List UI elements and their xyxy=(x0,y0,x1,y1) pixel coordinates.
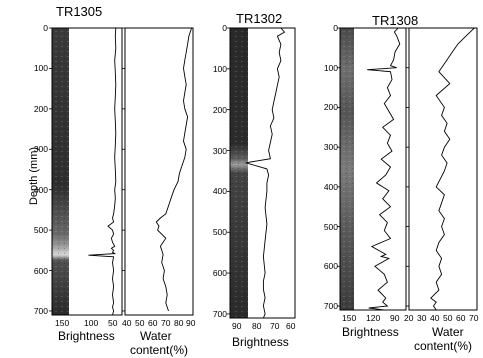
tick-tr1308-b-2: 90 xyxy=(390,313,400,323)
tick-tr1305-w-3: 70 xyxy=(161,318,171,328)
depth-tick-label: 400 xyxy=(323,181,338,192)
depth-tick-label: 0 xyxy=(222,23,227,33)
tick-tr1308-w-3: 50 xyxy=(443,313,453,323)
tick-tr1308-b-0: 150 xyxy=(342,313,357,323)
core-title-tr1308: TR1308 xyxy=(372,13,419,28)
tick-tr1302-b-1: 80 xyxy=(252,321,262,331)
xlabel-tr1305-water-2: content(%) xyxy=(130,343,189,357)
depth-tick-label: 600 xyxy=(323,261,338,272)
core-title-tr1302: TR1302 xyxy=(236,11,283,26)
frame-tr1308-brightness xyxy=(339,27,407,311)
tick-tr1305-b-2: 50 xyxy=(108,318,118,328)
data-lines xyxy=(88,27,475,319)
frame-tr1305-brightness xyxy=(51,27,123,316)
xlabel-tr1302-brightness: Brightness xyxy=(232,335,289,349)
depth-tick-label: 200 xyxy=(323,102,338,113)
depth-tick-label: 500 xyxy=(212,227,227,238)
depth-tick-label: 600 xyxy=(33,265,48,276)
xlabel-tr1308-brightness: Brightness xyxy=(342,325,399,339)
depth-tick-label: 400 xyxy=(33,184,48,195)
depth-tick-label: 100 xyxy=(212,63,227,74)
depth-tick-label: 300 xyxy=(323,142,338,153)
tick-tr1308-w-0: 20 xyxy=(404,313,414,323)
series-line-2 xyxy=(245,27,286,319)
depth-tick-label: 400 xyxy=(212,186,227,197)
tick-tr1308-w-4: 60 xyxy=(456,313,466,323)
tick-tr1302-b-3: 60 xyxy=(286,321,296,331)
frame-tr1305-water xyxy=(124,27,194,316)
depth-tick-label: 0 xyxy=(43,23,48,33)
tick-tr1305-b-1: 100 xyxy=(84,318,99,328)
tick-tr1305-b-0: 150 xyxy=(55,318,70,328)
tick-tr1308-w-1: 30 xyxy=(417,313,427,323)
tick-tr1302-b-0: 90 xyxy=(232,321,242,331)
depth-tick-label: 700 xyxy=(212,308,227,319)
frame-tr1302-brightness xyxy=(229,27,296,319)
tick-tr1308-w-2: 40 xyxy=(430,313,440,323)
tick-tr1302-b-2: 70 xyxy=(270,321,280,331)
xlabel-tr1308-water-1: Water xyxy=(432,325,464,339)
series-line-0 xyxy=(88,27,117,316)
series-line-3 xyxy=(367,27,401,311)
depth-tick-label: 200 xyxy=(212,104,227,115)
tick-tr1305-w-4: 80 xyxy=(174,318,184,328)
depth-tick-label: 700 xyxy=(33,305,48,316)
depth-tick-label: 300 xyxy=(212,145,227,156)
depth-tick-label: 200 xyxy=(33,103,48,114)
depth-tick-label: 600 xyxy=(212,268,227,279)
depth-tick-label: 100 xyxy=(33,63,48,74)
depth-tick-label: 700 xyxy=(323,301,338,312)
tick-tr1305-w-0: 40 xyxy=(122,318,132,328)
depth-tick-label: 300 xyxy=(33,144,48,155)
depth-tick-label: 500 xyxy=(33,225,48,236)
xlabel-tr1308-water-2: content(%) xyxy=(414,339,473,353)
tick-tr1308-w-5: 70 xyxy=(469,313,479,323)
tick-tr1305-w-5: 90 xyxy=(186,318,196,328)
series-line-4 xyxy=(430,27,475,311)
frame-tr1308-water xyxy=(408,27,478,311)
depth-tick-label: 100 xyxy=(323,62,338,73)
tick-marks xyxy=(49,27,409,315)
series-line-1 xyxy=(155,27,193,312)
depth-tick-label: 500 xyxy=(323,221,338,232)
xlabel-tr1305-water-1: Water xyxy=(140,329,172,343)
core-title-tr1305: TR1305 xyxy=(56,4,103,19)
xlabel-tr1305-brightness: Brightness xyxy=(58,329,115,343)
tick-tr1305-w-2: 60 xyxy=(148,318,158,328)
depth-tick-label: 0 xyxy=(333,23,338,33)
tick-tr1305-w-1: 50 xyxy=(135,318,145,328)
tick-tr1308-b-1: 120 xyxy=(366,313,381,323)
